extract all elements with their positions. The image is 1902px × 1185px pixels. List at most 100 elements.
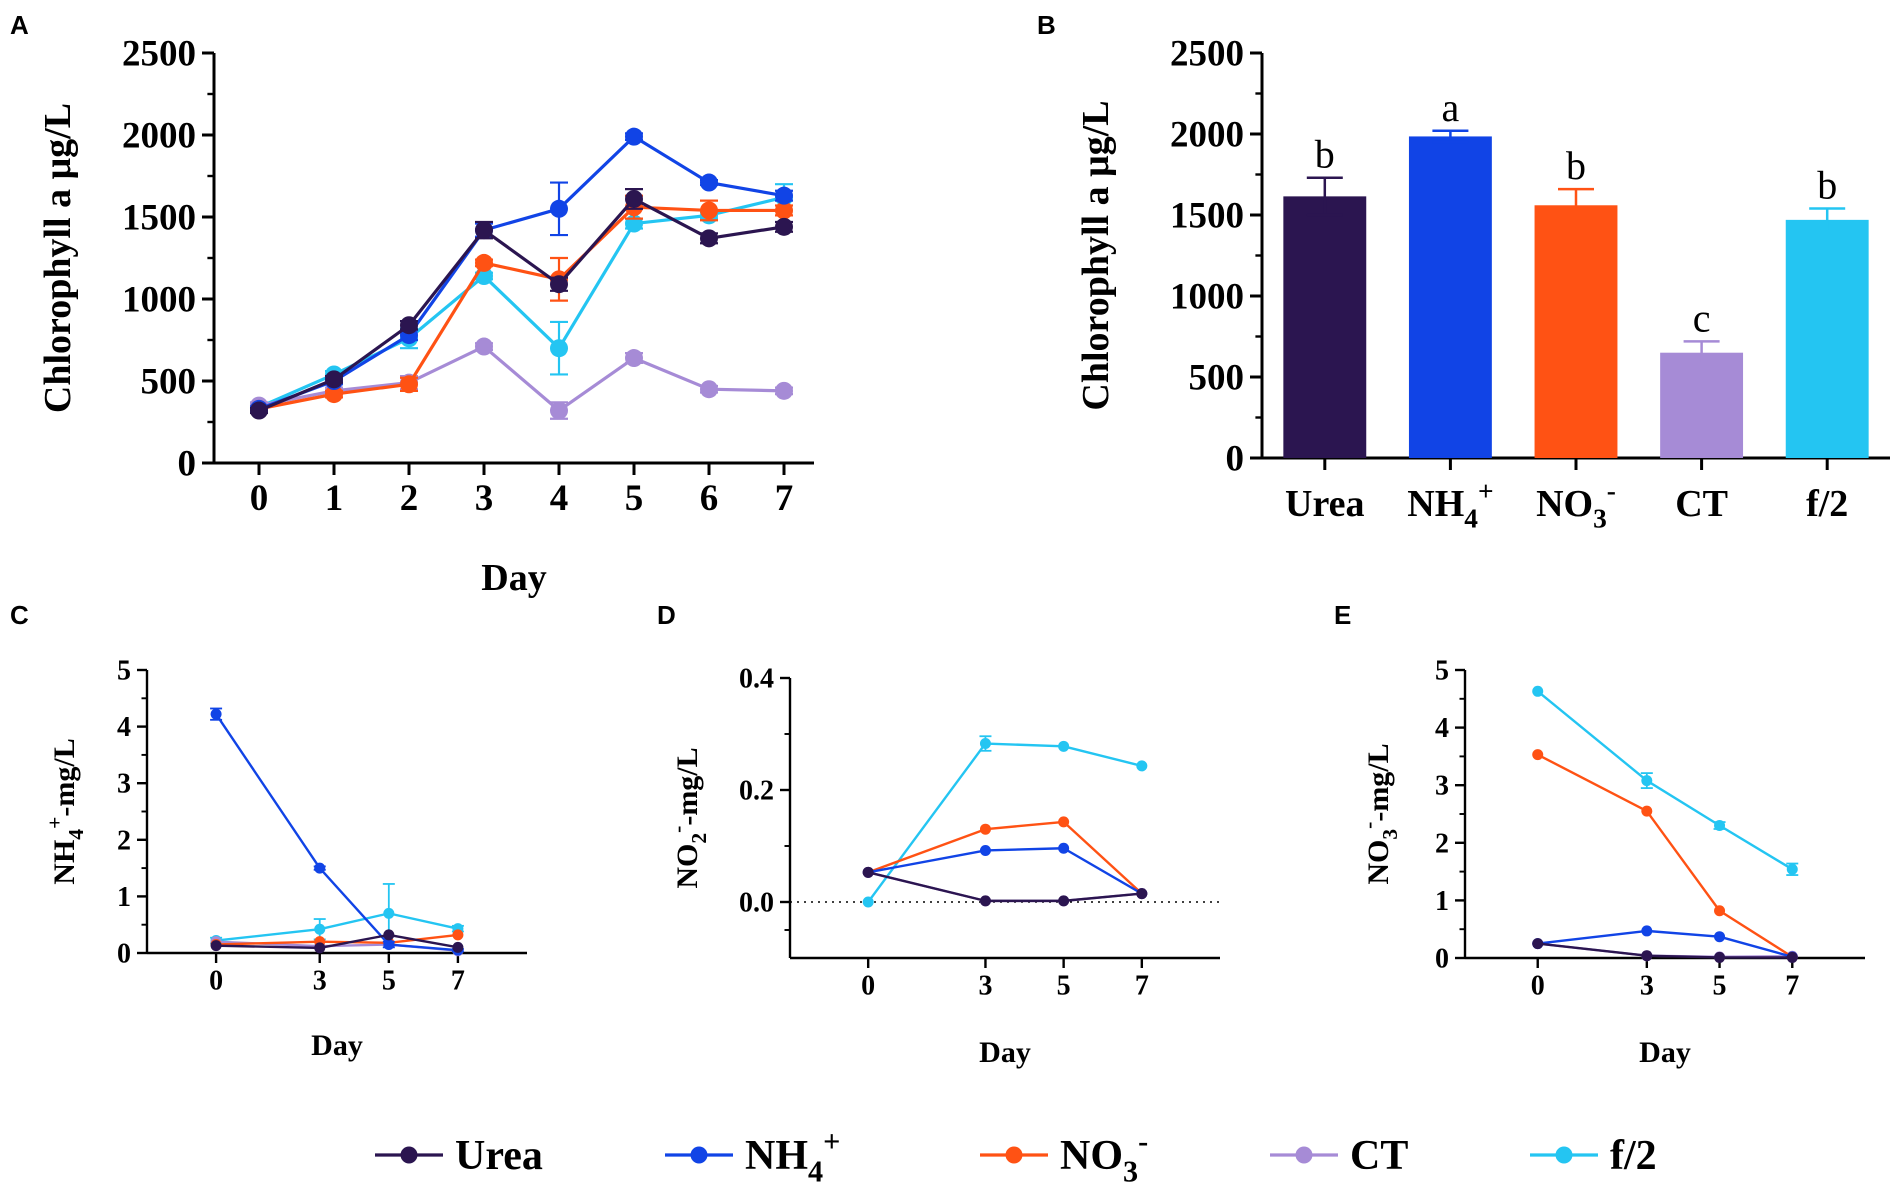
y-tick-label: 0.4 [739,664,774,695]
y-tick-label: 500 [1189,358,1245,399]
legend-item-nh4: NH4+ [665,1124,840,1185]
data-point [550,401,568,420]
x-tick-label: 5 [1713,971,1727,1002]
y-tick-label: 1 [117,882,131,913]
series-line [1537,942,1793,959]
y-tick-label: 2 [117,825,131,856]
legend-item-ct: CT [1270,1133,1408,1179]
data-point [1641,925,1653,937]
data-point [250,401,268,420]
x-tick-label: 5 [382,966,396,997]
panel-label-e: E [1334,600,1351,630]
data-point [210,940,222,952]
chart-b: 0 500 1000 1500 2000 2500 Chlorophyll a μg/L b U… [1075,34,1890,533]
data-point [1641,805,1653,817]
data-point [1641,775,1653,787]
y-tick-label: 0 [1226,439,1245,480]
data-point [1714,820,1726,832]
x-axis-label: Day [481,557,546,599]
data-point [1786,863,1798,875]
x-tick-label: 3 [978,971,992,1002]
legend-swatch-marker [1295,1146,1313,1164]
data-point [700,229,718,248]
y-tick-label: 0.2 [739,776,774,807]
y-tick-label: 1500 [1170,196,1244,237]
legend-label: NH4+ [745,1124,840,1185]
y-tick-label: 2 [1435,828,1449,859]
x-tick-label: 3 [313,966,327,997]
series-no3 [1532,749,1798,963]
x-category-label: NH4+ [1407,476,1493,533]
series-line [215,912,459,942]
series-line [258,205,784,411]
series-urea [862,866,1148,907]
x-category-label: CT [1675,483,1728,525]
data-point [979,738,991,750]
legend-label: NO3- [1060,1124,1148,1185]
series-line [867,742,1143,903]
x-axis-label: Day [979,1036,1031,1069]
significance-letter: b [1315,132,1335,177]
data-point [1532,749,1544,761]
significance-letter: c [1693,295,1711,340]
y-tick-label: 3 [117,769,131,800]
y-tick-label: 1000 [122,280,196,321]
data-point [1714,951,1726,963]
data-point [325,370,343,389]
data-point [383,939,395,951]
y-tick-label: 5 [117,656,131,687]
data-point [700,380,718,399]
series-nh4 [210,707,464,956]
data-point [1136,888,1148,900]
data-point [700,173,718,192]
x-category-label: NO3- [1536,476,1616,533]
series-line [258,197,785,412]
panel-label-d: D [657,600,676,630]
bar-urea [1283,196,1367,458]
x-tick-label: 1 [325,478,344,519]
y-tick-label: 1500 [122,198,196,239]
data-point [325,385,343,404]
chart-a: 0 500 1000 1500 2000 2500 0 1 2 3 4 5 6 7 Day Chlorophy… [37,34,814,599]
x-tick-label: 2 [400,478,419,519]
series-line [867,820,1143,895]
x-category-label: Urea [1285,483,1365,525]
data-point [1058,895,1070,907]
x-axis-label: Day [1639,1036,1691,1069]
x-tick-label: 4 [550,478,569,519]
legend-item-urea: Urea [375,1133,543,1179]
y-axis-label: NO2--mg/L [665,747,711,888]
significance-letter: b [1817,163,1837,208]
legend-label: Urea [455,1133,543,1179]
data-point [1786,951,1798,963]
data-point [1058,816,1070,828]
data-point [1136,760,1148,772]
data-point [1532,938,1544,950]
data-point [400,375,418,394]
legend-swatch-marker [1555,1146,1573,1164]
data-point [383,929,395,941]
data-point [383,907,395,919]
y-tick-label: 0 [117,939,131,970]
data-point [314,923,326,935]
y-tick-label: 2000 [1170,115,1244,156]
series-f2 [1532,685,1799,876]
series-line [258,135,785,411]
x-tick-label: 5 [625,478,644,519]
series-line [258,344,785,413]
series-urea [250,188,793,420]
data-point [700,201,718,220]
data-point [452,941,464,953]
series-no3 [862,816,1148,900]
x-tick-label: 7 [775,478,794,519]
series-line [1537,753,1793,958]
data-point [862,866,874,878]
data-point [475,221,493,240]
y-tick-label: 3 [1435,771,1449,802]
series-line [216,933,459,950]
series-f2 [210,883,464,947]
data-point [550,199,568,218]
chart-d: 0.0 0.2 0.4 0 3 5 7 Day NO2--mg/L [665,664,1220,1069]
data-point [1714,931,1726,943]
data-point [1058,842,1070,854]
